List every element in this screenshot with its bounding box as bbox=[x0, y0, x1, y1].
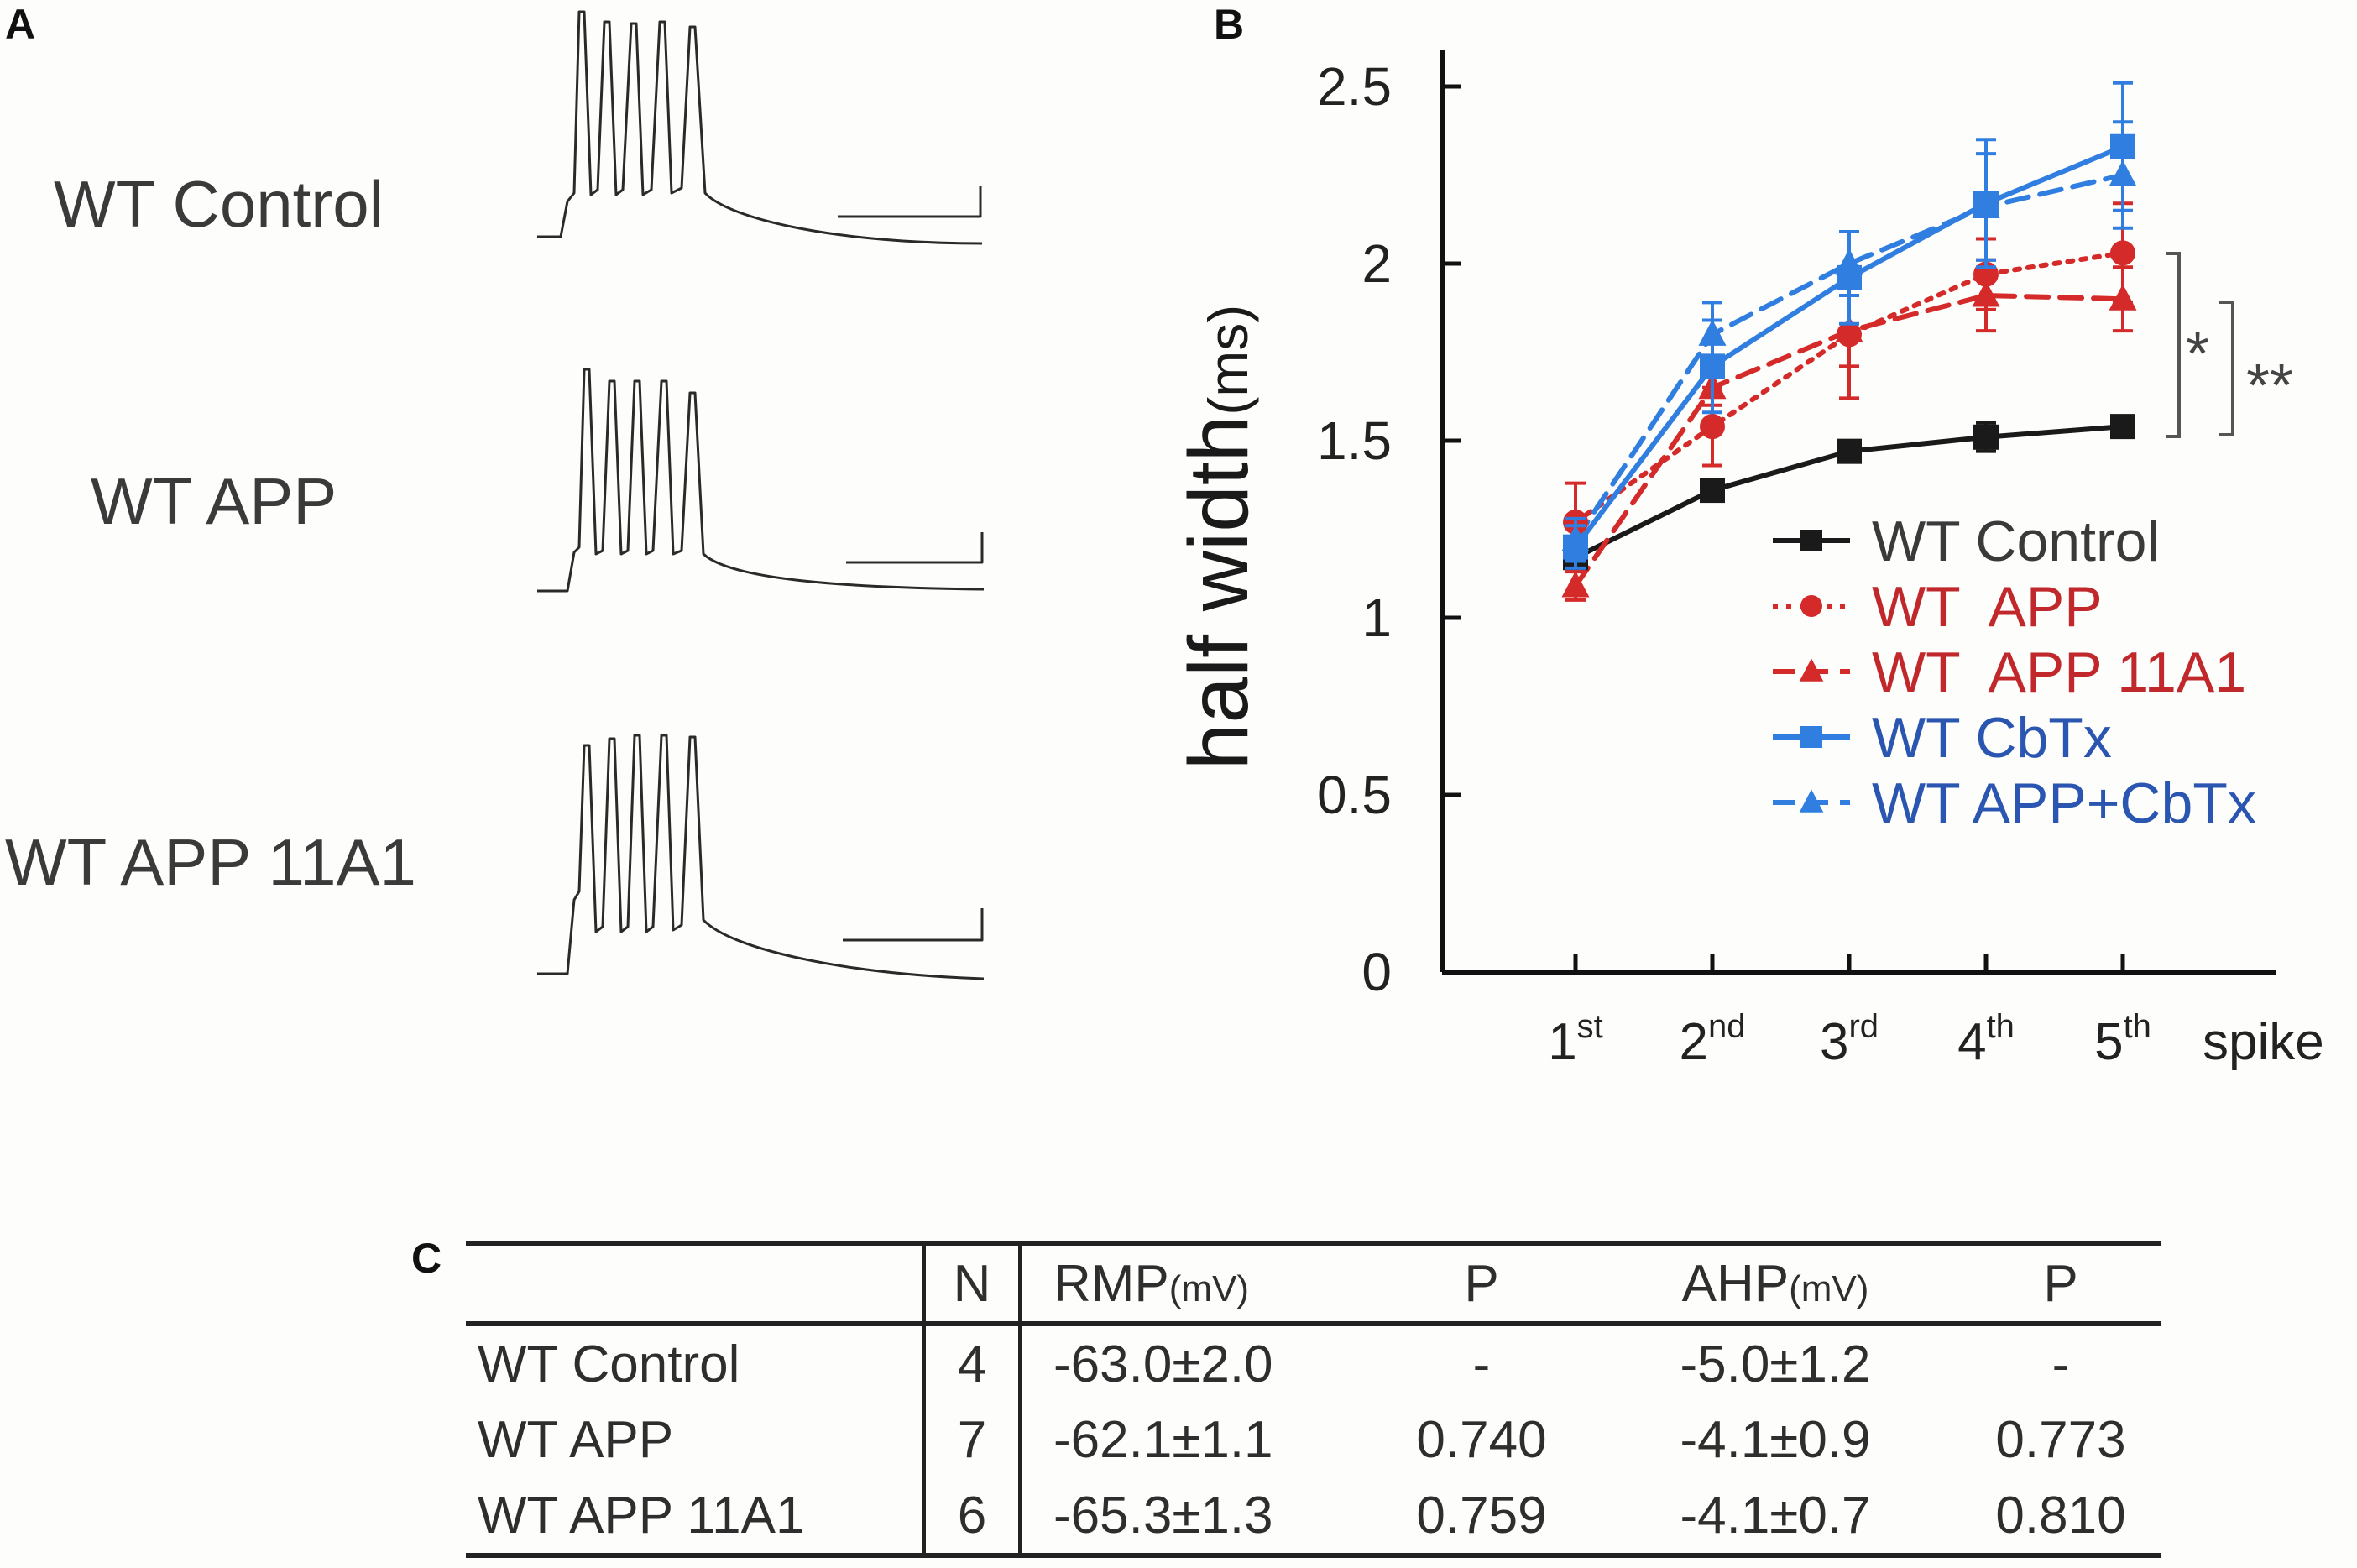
header-rmp-label: RMP bbox=[1053, 1254, 1169, 1313]
header-ahp-unit: (mV) bbox=[1789, 1267, 1869, 1309]
significance-label-2: ** bbox=[2246, 353, 2293, 420]
table-row: WT APP 11A1 6 -65.3±1.3 0.759 -4.1±0.7 0… bbox=[466, 1477, 2161, 1555]
legend-marker bbox=[1799, 658, 1824, 682]
cell-ahp: -4.1±0.7 bbox=[1680, 1486, 1871, 1544]
data-point bbox=[2109, 159, 2137, 186]
cell-name: WT APP bbox=[478, 1410, 674, 1469]
cell-n: 6 bbox=[922, 1477, 1022, 1555]
table-row: WT Control 4 -63.0±2.0 - -5.0±1.2 - bbox=[466, 1324, 2161, 1402]
data-point bbox=[2110, 414, 2135, 440]
x-tick-label: 4th bbox=[1957, 1008, 2015, 1071]
table-row: WT APP 7 -62.1±1.1 0.740 -4.1±0.9 0.773 bbox=[466, 1402, 2161, 1477]
significance-bracket-1 bbox=[2166, 252, 2181, 438]
legend-label: WT CbTx bbox=[1872, 706, 2112, 770]
header-n: N bbox=[922, 1243, 1022, 1324]
cell-ahp: -4.1±0.9 bbox=[1680, 1410, 1871, 1469]
x-tick-label: 5th bbox=[2094, 1008, 2151, 1071]
data-point bbox=[1561, 571, 1590, 598]
electrophysiology-table: N RMP(mV) P AHP(mV) P WT Control 4 -63.0… bbox=[466, 1241, 2161, 1558]
y-tick-label: 1.5 bbox=[1317, 410, 1392, 471]
significance-label-1: * bbox=[2186, 321, 2209, 388]
y-tick-label: 1 bbox=[1361, 588, 1392, 648]
y-axis-label: half width(ms) bbox=[1172, 305, 1266, 770]
header-rmp: RMP(mV) bbox=[1020, 1243, 1372, 1324]
x-tick-label: 3rd bbox=[1820, 1008, 1879, 1071]
data-point bbox=[1700, 478, 1725, 504]
trace-label-wt-app: WT APP bbox=[91, 464, 337, 538]
scale-bar-3 bbox=[843, 908, 984, 942]
cell-p1: 0.759 bbox=[1416, 1486, 1547, 1544]
x-axis-label: spike bbox=[2203, 1013, 2324, 1071]
header-p2: P bbox=[2043, 1254, 2078, 1313]
table-header-row: N RMP(mV) P AHP(mV) P bbox=[466, 1243, 2161, 1324]
cell-rmp: -63.0±2.0 bbox=[1053, 1335, 1273, 1393]
legend-marker bbox=[1799, 789, 1824, 813]
cell-rmp: -62.1±1.1 bbox=[1053, 1410, 1273, 1469]
cell-p2: 0.810 bbox=[1995, 1486, 2126, 1544]
cell-name: WT APP 11A1 bbox=[478, 1486, 805, 1544]
data-point bbox=[1972, 191, 2000, 218]
data-point bbox=[1973, 424, 1999, 450]
panel-letter-a: A bbox=[5, 1, 36, 48]
data-point bbox=[1835, 248, 1863, 275]
legend-marker bbox=[1800, 726, 1822, 748]
cell-p2: - bbox=[2051, 1335, 2070, 1393]
legend-marker bbox=[1800, 530, 1822, 551]
header-ahp: AHP(mV) bbox=[1591, 1243, 1960, 1324]
cell-ahp: -5.0±1.2 bbox=[1680, 1335, 1871, 1393]
trace-wt-app-11a1 bbox=[537, 734, 985, 980]
trace-wt-control bbox=[537, 10, 983, 245]
data-point bbox=[1698, 319, 1727, 346]
cell-p1: 0.740 bbox=[1416, 1410, 1547, 1469]
y-tick-label: 0 bbox=[1361, 942, 1392, 1002]
header-rmp-unit: (mV) bbox=[1168, 1267, 1250, 1309]
panel-a-traces bbox=[537, 10, 985, 980]
header-p1: P bbox=[1464, 1254, 1499, 1313]
x-tick-label: 2nd bbox=[1680, 1008, 1746, 1071]
header-blank bbox=[466, 1243, 924, 1324]
cell-p1: - bbox=[1472, 1335, 1491, 1393]
y-tick-label: 2.5 bbox=[1317, 56, 1392, 117]
cell-rmp: -65.3±1.3 bbox=[1053, 1486, 1273, 1544]
significance-bracket-2 bbox=[2219, 301, 2234, 436]
data-point bbox=[1837, 438, 1862, 464]
data-point bbox=[2109, 284, 2137, 311]
scale-bar-2 bbox=[846, 532, 984, 564]
cell-name: WT Control bbox=[478, 1335, 740, 1393]
legend-label: WT APP 11A1 bbox=[1872, 640, 2246, 704]
cell-p2: 0.773 bbox=[1995, 1410, 2126, 1469]
x-tick-label: 1st bbox=[1548, 1008, 1603, 1071]
y-tick-label: 2 bbox=[1361, 233, 1392, 294]
legend-label: WT Control bbox=[1872, 510, 2160, 573]
legend-label: WT APP bbox=[1872, 575, 2103, 639]
legend-label: WT APP+CbTx bbox=[1872, 771, 2256, 835]
panel-letter-c: C bbox=[411, 1235, 442, 1282]
data-point bbox=[1972, 280, 2000, 307]
data-point bbox=[1561, 525, 1590, 551]
cell-n: 7 bbox=[922, 1402, 1022, 1477]
trace-label-wt-app-11a1: WT APP 11A1 bbox=[5, 825, 416, 899]
data-point bbox=[2110, 240, 2135, 266]
series-line bbox=[1573, 250, 2125, 525]
y-tick-label: 0.5 bbox=[1317, 765, 1392, 825]
legend-marker bbox=[1800, 595, 1822, 617]
panel-letter-b: B bbox=[1214, 1, 1245, 48]
trace-wt-app bbox=[537, 368, 985, 593]
data-point bbox=[1835, 316, 1863, 342]
trace-label-wt-control: WT Control bbox=[54, 167, 384, 241]
data-point bbox=[1700, 414, 1725, 440]
cell-n: 4 bbox=[922, 1324, 1022, 1402]
scale-bar-1 bbox=[838, 186, 982, 218]
header-ahp-label: AHP bbox=[1681, 1254, 1790, 1313]
